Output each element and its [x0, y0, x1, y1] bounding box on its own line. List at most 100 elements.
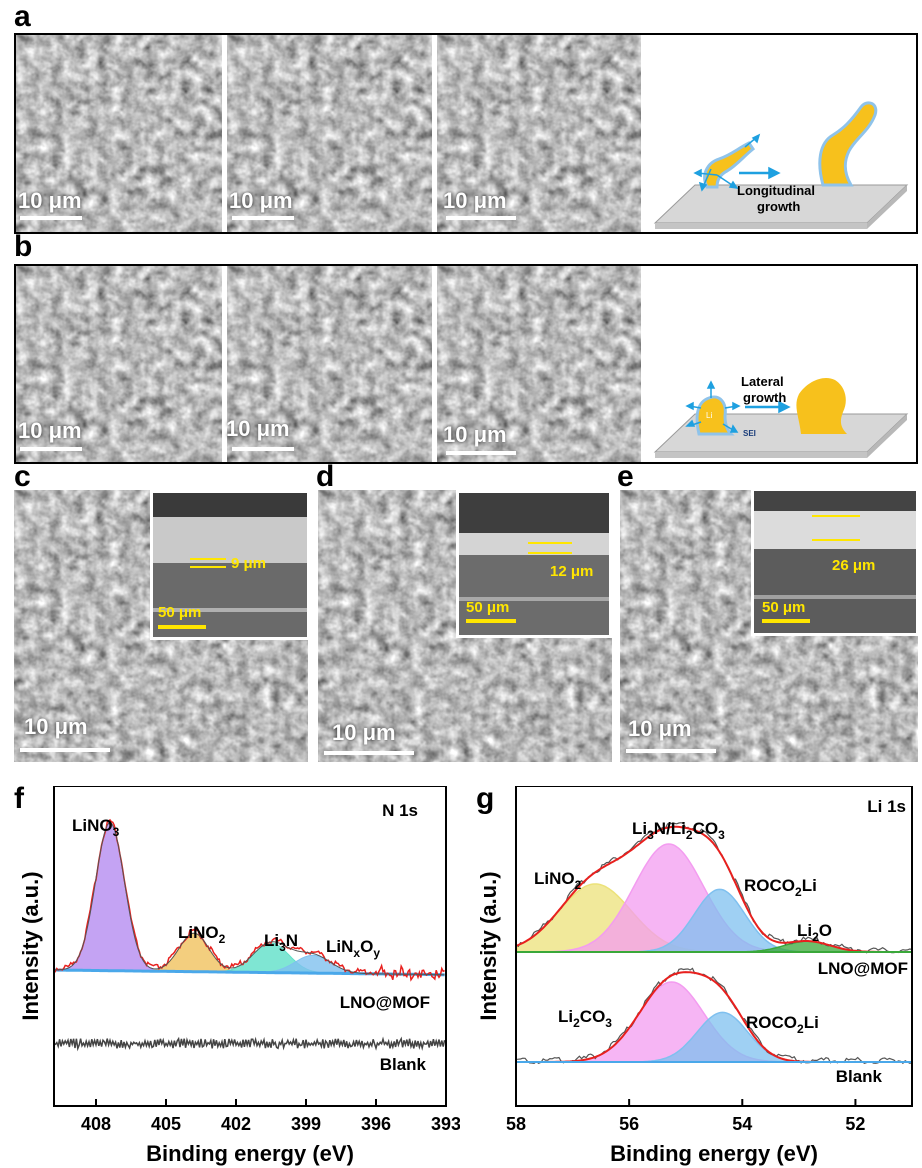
peak-label-li3n-li2co3: Li3N/Li2CO3: [632, 819, 725, 842]
sem-image-b3: [437, 266, 641, 462]
growth-label-a: growth: [757, 199, 800, 214]
thickness-line-d-bottom: [528, 552, 572, 554]
xps-li1s-chart: 58 56 54 52 Li 1s Li3N/Li2CO3 LiNO2 ROCO2Li…: [476, 786, 913, 1166]
cross-section-inset-e: [751, 488, 919, 636]
series-label-lno-mof-f: LNO@MOF: [340, 993, 430, 1012]
thickness-label-e: 26 μm: [832, 557, 876, 574]
scale-bar-label-e: 10 μm: [628, 716, 692, 741]
scale-bar-label-a3: 10 μm: [443, 188, 507, 213]
growth-label-b: growth: [743, 390, 786, 405]
scale-bar-a2: [232, 216, 294, 220]
series-label-blank-g: Blank: [836, 1067, 883, 1086]
scale-bar-label-b3: 10 μm: [443, 422, 507, 447]
peak-label-lino3: LiNO3: [72, 816, 120, 839]
scale-bar-b2: [232, 447, 294, 451]
scale-bar-label-c: 10 μm: [24, 714, 88, 739]
scale-bar-c: [20, 748, 110, 752]
spectrum-blank: [53, 1036, 446, 1052]
x-axis-label-f: Binding energy (eV): [146, 1141, 354, 1166]
x-tick-label: 396: [361, 1114, 391, 1134]
inset-scale-label-d: 50 μm: [466, 599, 510, 616]
inset-scale-label-e: 50 μm: [762, 599, 806, 616]
peak-label-li2o: Li2O: [797, 921, 832, 944]
scale-bar-b3: [446, 451, 516, 455]
li-label: Li: [706, 411, 712, 420]
sem-image-a1: [16, 35, 222, 232]
x-tick-label: 52: [845, 1114, 865, 1134]
scale-bar-e: [626, 749, 716, 753]
panel-label-d: d: [316, 460, 335, 493]
lateral-growth-schematic: Lateral growth Li SEI: [653, 374, 909, 458]
sei-label: SEI: [743, 429, 756, 438]
plot-frame-g: [515, 786, 913, 1107]
panel-label-f: f: [14, 782, 24, 815]
scale-bar-label-a2: 10 μm: [229, 188, 293, 213]
lateral-label: Lateral: [741, 374, 784, 389]
corner-label-n1s: N 1s: [382, 801, 418, 820]
inset-scale-bar-e: [762, 619, 810, 623]
corner-label-li1s: Li 1s: [867, 797, 906, 816]
peak-label-li3n: Li3N: [264, 931, 298, 954]
series-label-blank-f: Blank: [380, 1055, 427, 1074]
li-deposit-large: [796, 377, 847, 434]
panel-label-a: a: [14, 0, 31, 33]
li-whisker-small: [703, 141, 756, 189]
x-tick-label: 393: [431, 1114, 460, 1134]
scale-bar-label-b2: 10 μm: [226, 416, 290, 441]
scale-bar-label-b1: 10 μm: [18, 418, 82, 443]
y-axis-label-f: Intensity (a.u.): [18, 871, 43, 1020]
thickness-line-c-bottom: [190, 566, 226, 568]
scale-bar-a3: [446, 216, 516, 220]
x-tick-label: 402: [221, 1114, 251, 1134]
sem-image-a2: [227, 35, 432, 232]
panel-label-c: c: [14, 460, 31, 493]
fit-envelope-lno-mof-g: [515, 825, 912, 953]
series-label-lno-mof-g: LNO@MOF: [818, 959, 908, 978]
x-tick-label: 405: [151, 1114, 181, 1134]
thickness-line-c-top: [190, 558, 226, 560]
scale-bar-label-d: 10 μm: [332, 720, 396, 745]
sem-image-a3: [437, 35, 641, 232]
x-tick-label: 58: [506, 1114, 526, 1134]
x-tick-label: 408: [81, 1114, 111, 1134]
inset-scale-bar-c: [158, 625, 206, 629]
thickness-line-d-top: [528, 542, 572, 544]
peak-label-lino2-f: LiNO2: [178, 923, 226, 946]
x-tick-label: 399: [291, 1114, 321, 1134]
fit-envelope-lno-mof: [54, 822, 445, 976]
scale-bar-b1: [20, 447, 82, 451]
scale-bar-label-a1: 10 μm: [18, 188, 82, 213]
panel-label-b: b: [14, 230, 33, 263]
thickness-label-d: 12 μm: [550, 563, 594, 580]
longitudinal-label: Longitudinal: [737, 183, 815, 198]
inset-scale-label-c: 50 μm: [158, 604, 202, 621]
raw-spectrum-lno-mof-g: [515, 822, 913, 954]
sem-image-b2: [227, 266, 432, 462]
x-tick-label: 54: [732, 1114, 752, 1134]
raw-spectrum-blank-g: [515, 967, 913, 1065]
inset-scale-bar-d: [466, 619, 516, 623]
peak-label-roco2li-bottom: ROCO2Li: [746, 1013, 819, 1036]
scale-bar-a1: [20, 216, 82, 220]
substrate-plate-b: [653, 413, 909, 453]
scale-bar-d: [324, 751, 414, 755]
peak-label-li2co3: Li2CO3: [558, 1007, 612, 1030]
peak-label-linxoy: LiNxOy: [326, 937, 380, 960]
x-axis-label-g: Binding energy (eV): [610, 1141, 818, 1166]
li-whisker-large: [818, 101, 878, 187]
sem-image-b1: [16, 266, 222, 462]
longitudinal-growth-schematic: Longitudinal growth: [653, 101, 909, 229]
plot-frame-f: [53, 786, 447, 1107]
thickness-label-c: 9 μm: [231, 555, 267, 572]
cross-section-inset-c: [150, 490, 310, 640]
peak-label-lino2-g: LiNO2: [534, 869, 582, 892]
panel-label-e: e: [617, 460, 634, 493]
y-axis-label-g: Intensity (a.u.): [476, 871, 501, 1020]
x-tick-label: 56: [619, 1114, 639, 1134]
thickness-line-e-bottom: [812, 539, 860, 541]
peak-label-roco2li-top: ROCO2Li: [744, 876, 817, 899]
li-deposit-small: [695, 395, 735, 436]
xps-n1s-chart: 408 405 402 399 396 393 N 1s LiNO3 LiNO2 Li3N…: [18, 786, 460, 1166]
panel-label-g: g: [476, 782, 495, 815]
thickness-line-e-top: [812, 515, 860, 517]
